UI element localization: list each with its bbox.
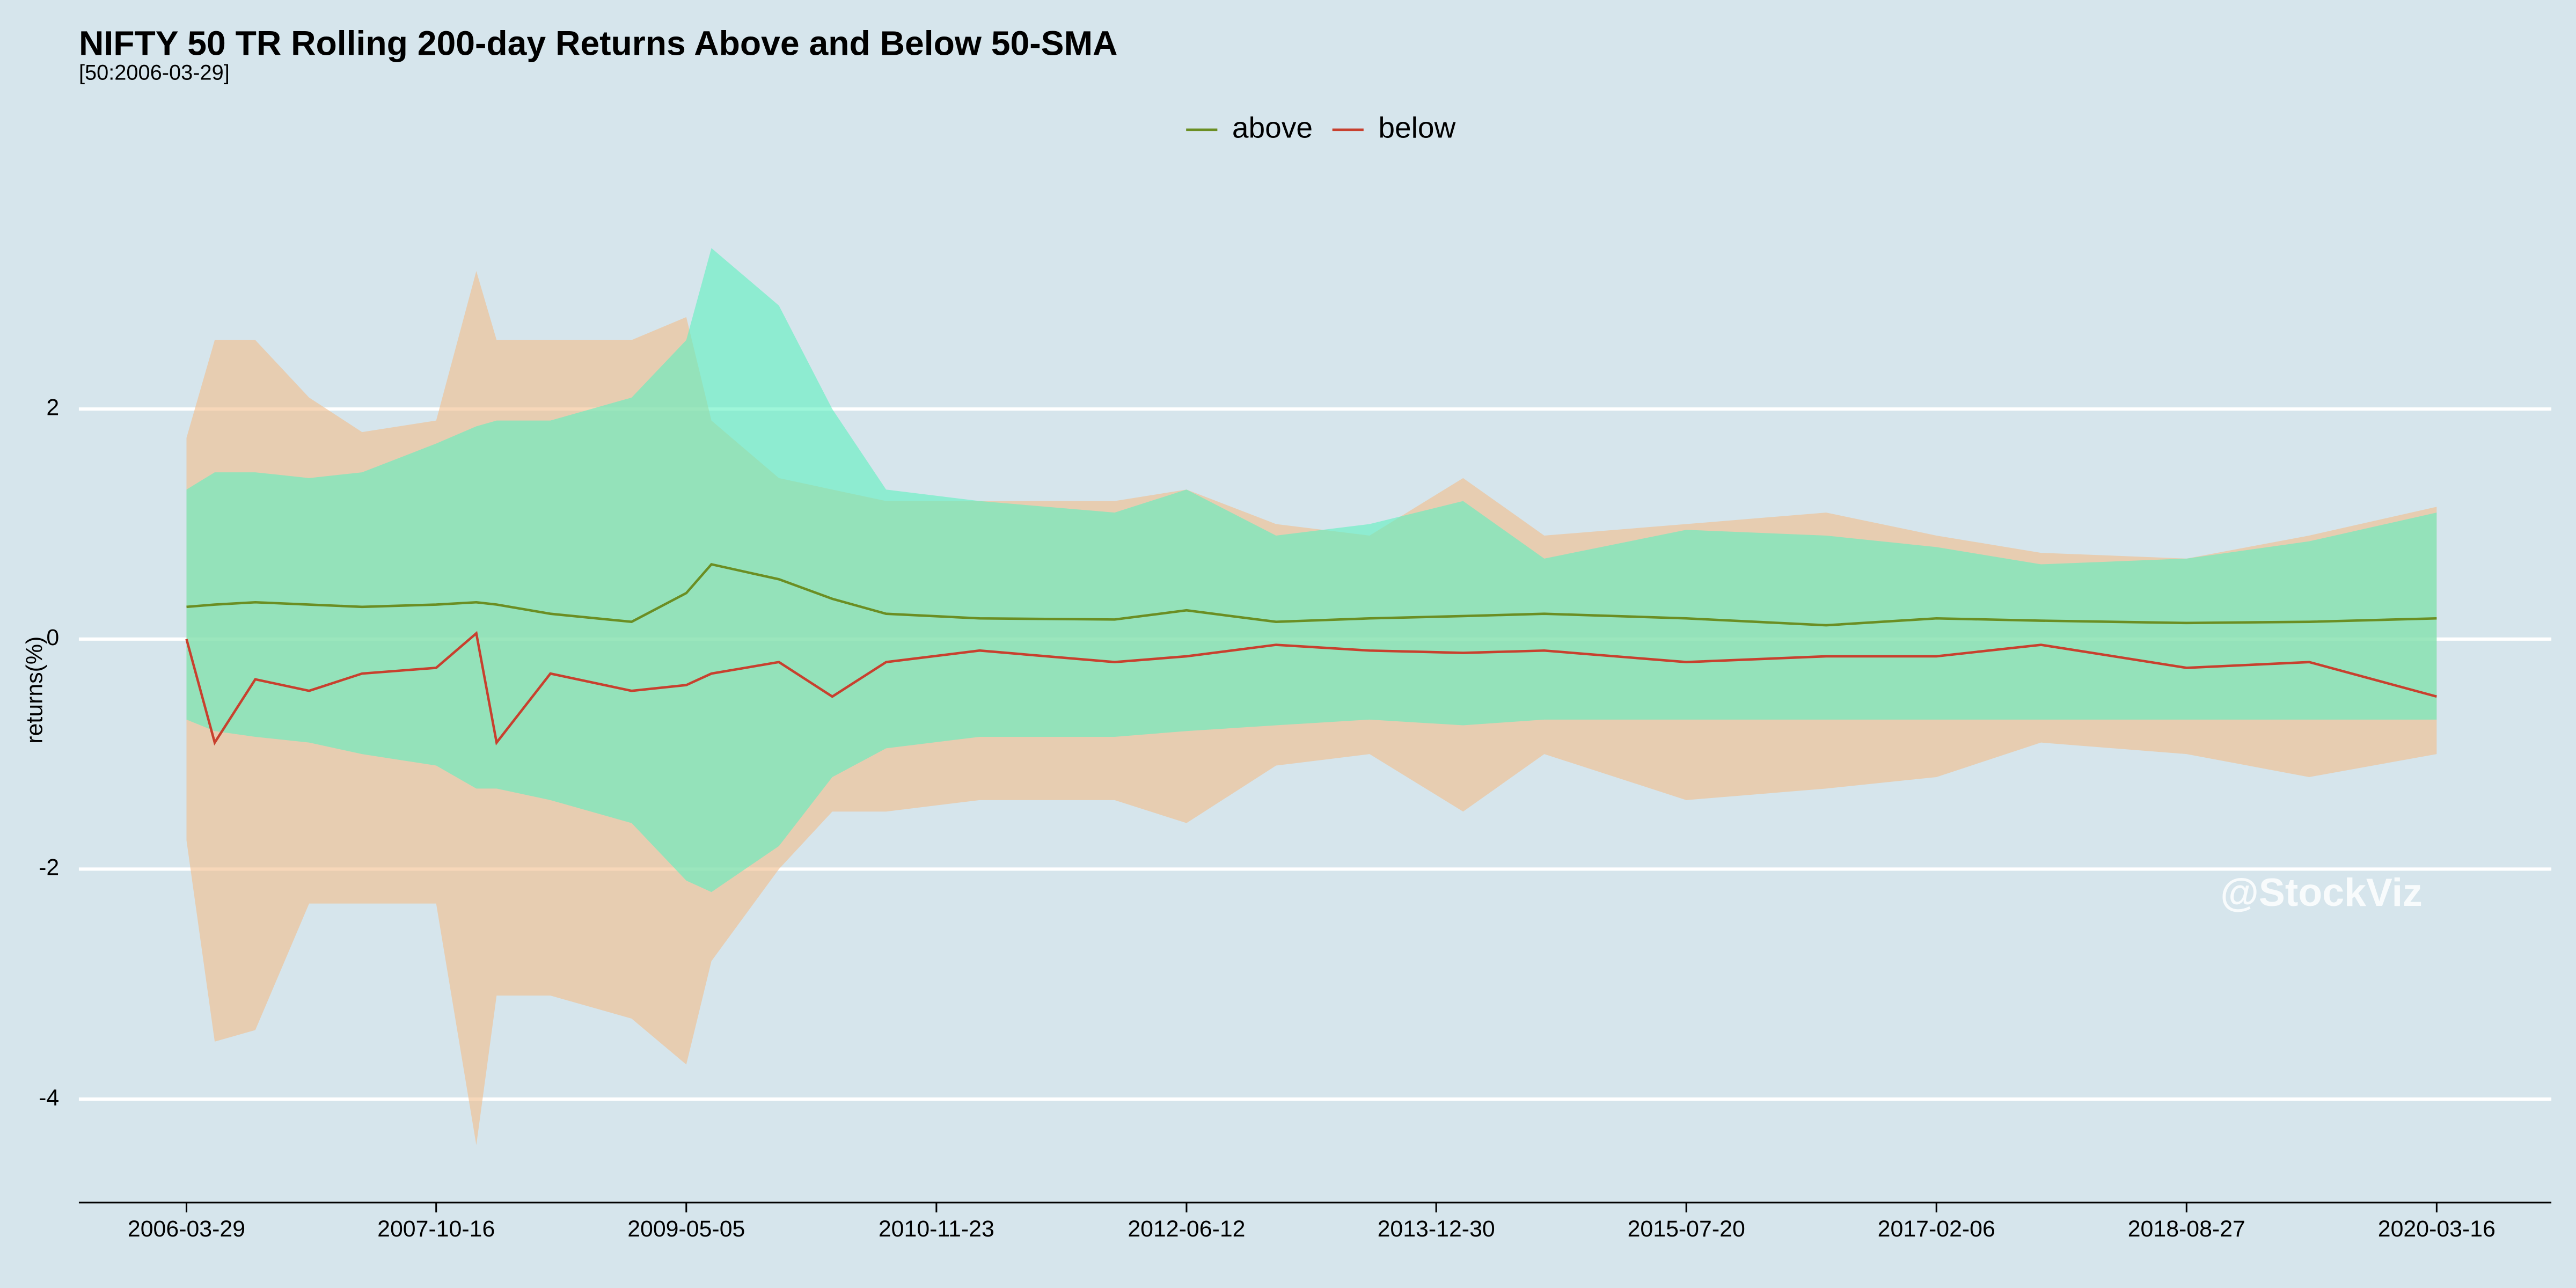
watermark: @StockViz [2220, 870, 2422, 914]
y-tick-label: -4 [39, 1085, 59, 1110]
series-line [186, 562, 2437, 627]
x-tick-label: 2017-02-06 [1878, 1216, 1995, 1242]
x-tick-label: 2007-10-16 [377, 1216, 495, 1242]
legend-label: below [1378, 111, 1455, 144]
legend-label: above [1232, 111, 1313, 144]
x-tick-label: 2006-03-29 [128, 1216, 245, 1242]
x-tick-label: 2010-11-23 [879, 1216, 994, 1242]
x-tick-label: 2013-12-30 [1378, 1216, 1495, 1242]
y-axis-label: returns(%) [22, 636, 48, 744]
chart-title: NIFTY 50 TR Rolling 200-day Returns Abov… [79, 24, 1117, 63]
y-tick-label: 0 [46, 625, 59, 650]
x-tick-label: 2015-07-20 [1628, 1216, 1745, 1242]
y-tick-label: -2 [39, 855, 59, 881]
y-tick-label: 2 [46, 395, 59, 421]
x-tick-label: 2020-03-16 [2378, 1216, 2496, 1242]
series-line [185, 631, 2437, 746]
band-area [186, 248, 2437, 892]
x-tick-label: 2009-05-05 [627, 1216, 745, 1242]
x-tick-label: 2018-08-27 [2128, 1216, 2245, 1242]
chart-subtitle: [50:2006-03-29] [79, 61, 230, 84]
x-tick-label: 2012-06-12 [1128, 1216, 1245, 1242]
